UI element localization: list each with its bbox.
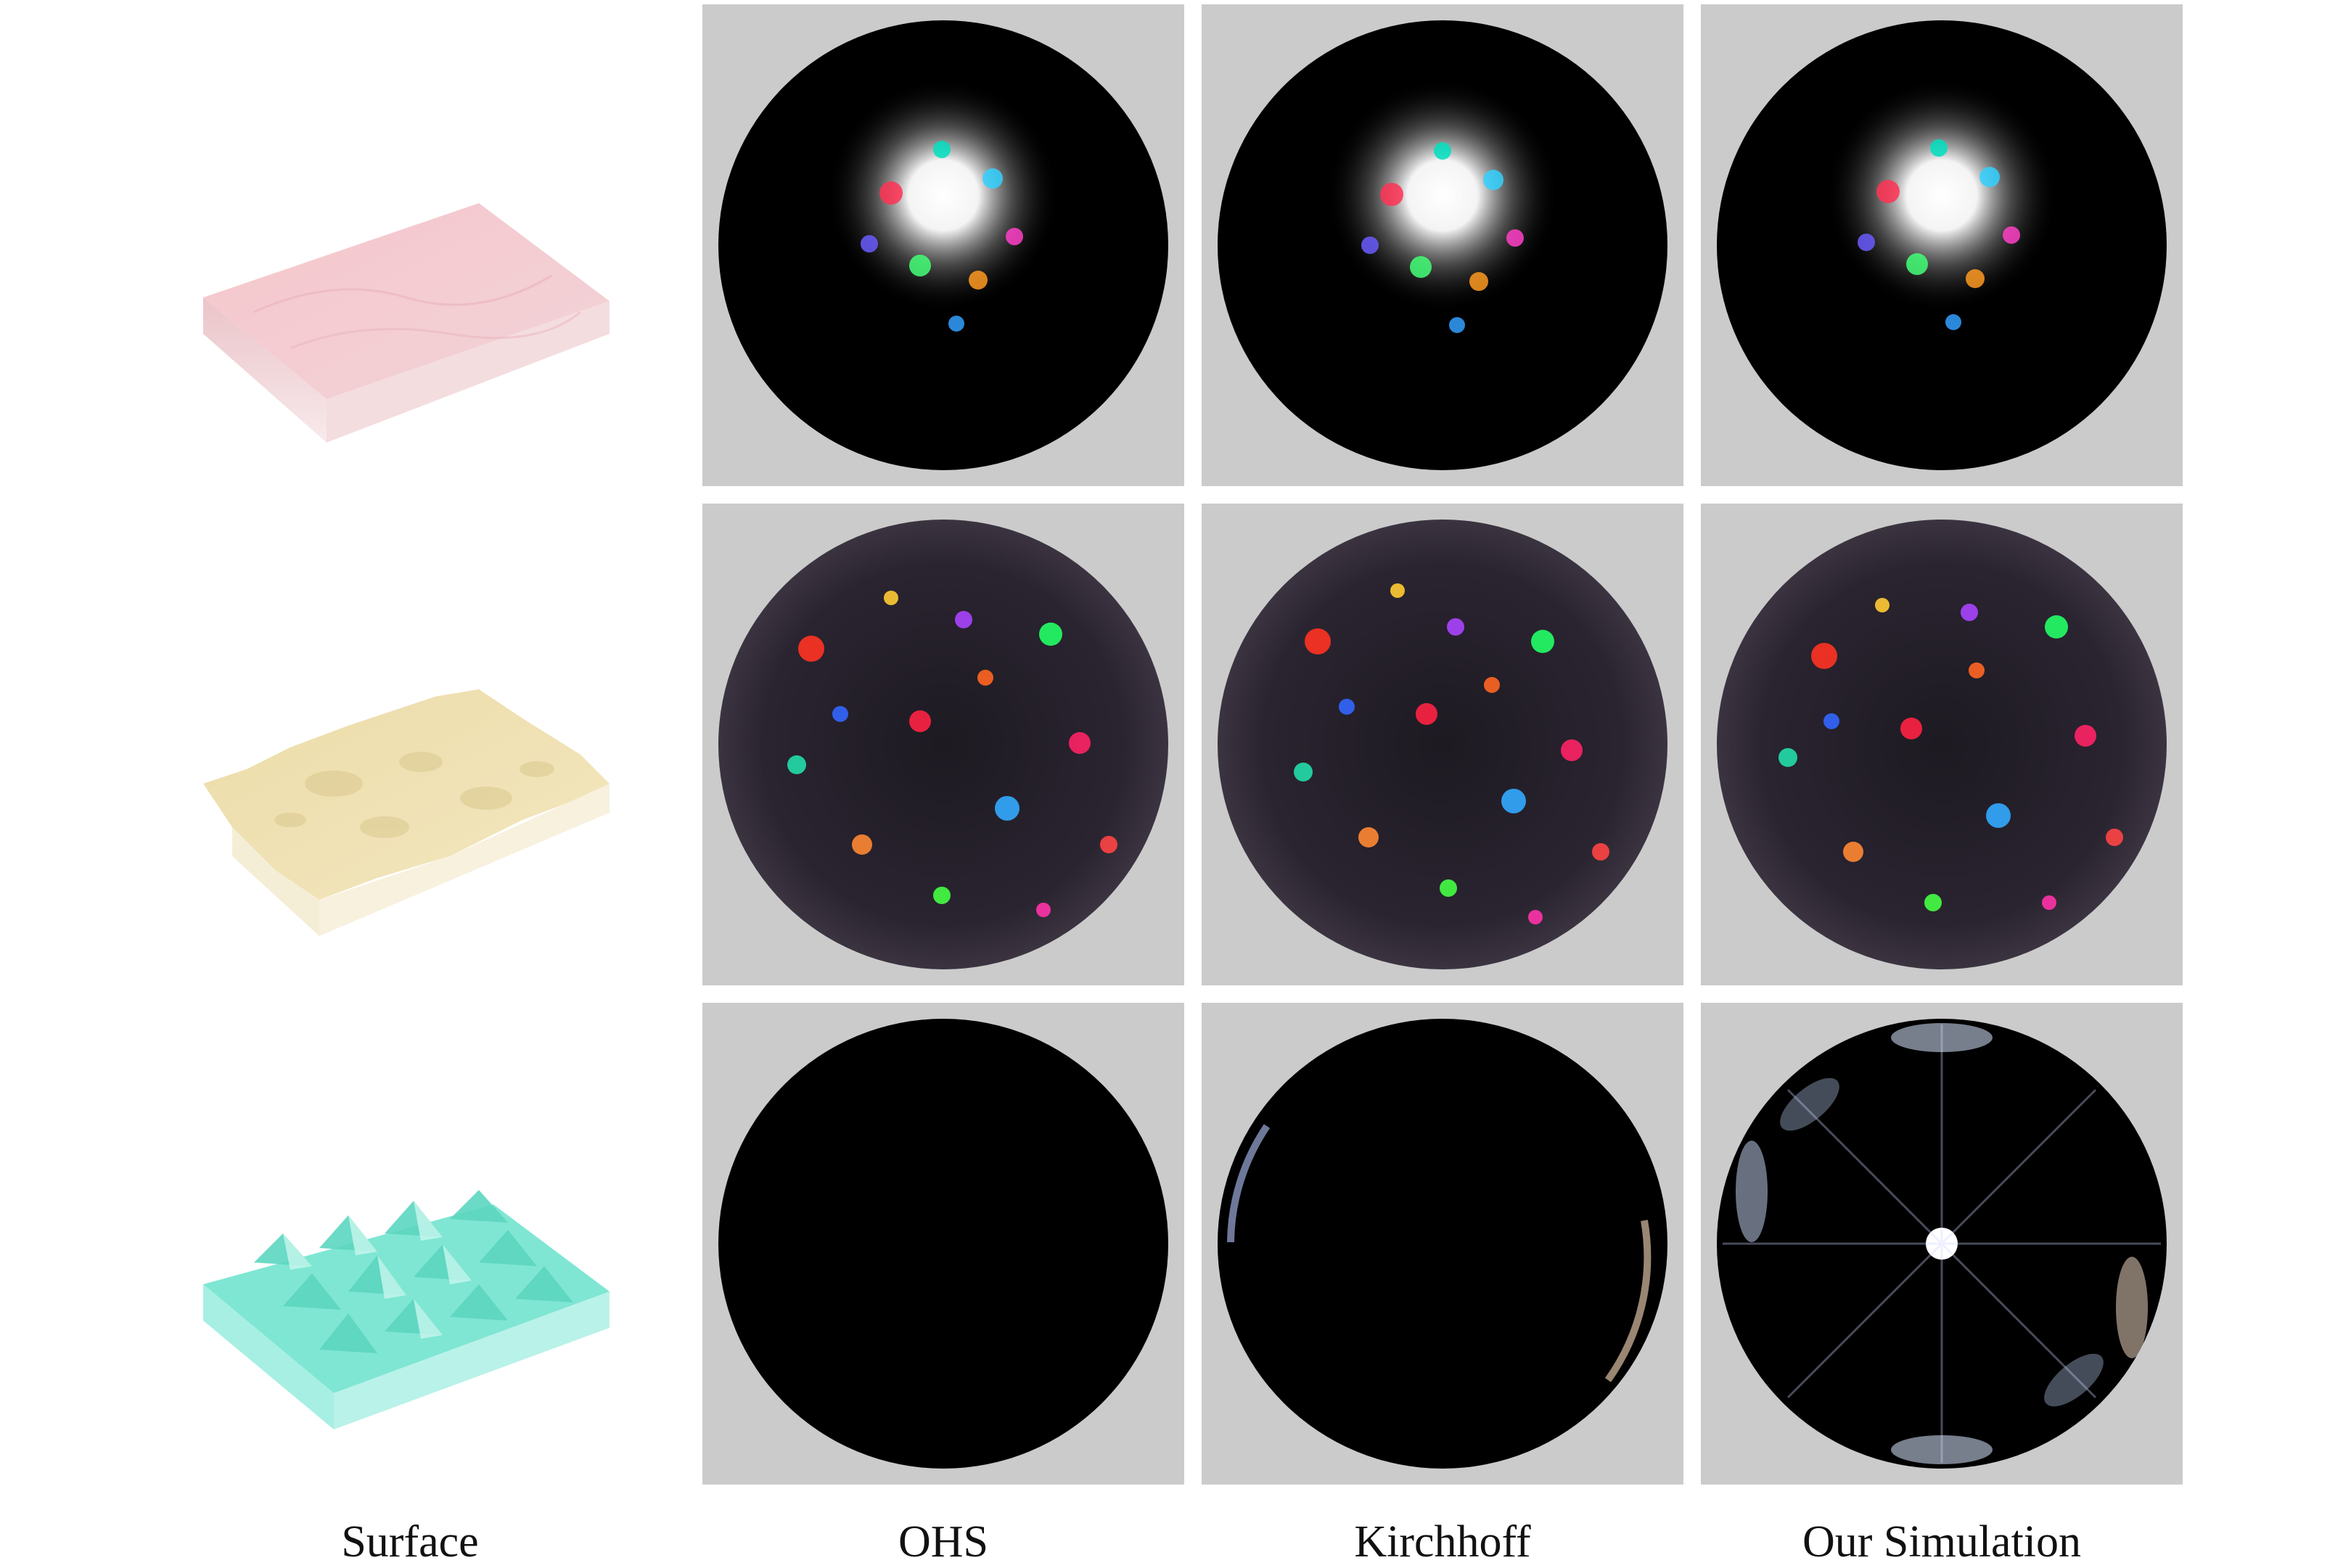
diffraction-pattern [1701,4,2183,486]
cell-ohs-row2 [702,504,1184,985]
surface-render-cream [145,639,697,1001]
diffraction-pattern [702,504,1184,985]
column-label-our-simulation: Our Simulation [1802,1516,2081,1568]
column-label-surface: Surface [341,1516,478,1568]
cell-ohs-row3 [702,1003,1184,1485]
diffraction-pattern [1701,1003,2183,1485]
cell-kirchhoff-row2 [1202,504,1683,985]
column-label-kirchhoff: Kirchhoff [1354,1516,1530,1568]
surface-render-teal [145,1146,697,1509]
cell-ours-row2 [1701,504,2183,985]
column-label-ohs: OHS [898,1516,988,1568]
cell-ohs-row1 [702,4,1184,486]
diffraction-pattern [1202,504,1683,985]
diffraction-pattern [1202,1003,1683,1485]
cell-ours-row1 [1701,4,2183,486]
surface-render-pink [145,131,697,493]
cell-kirchhoff-row1 [1202,4,1683,486]
cell-kirchhoff-row3 [1202,1003,1683,1485]
diffraction-pattern [702,1003,1184,1485]
diffraction-pattern [702,4,1184,486]
diffraction-pattern [1701,504,2183,985]
cell-ours-row3 [1701,1003,2183,1485]
diffraction-pattern [1202,4,1683,486]
